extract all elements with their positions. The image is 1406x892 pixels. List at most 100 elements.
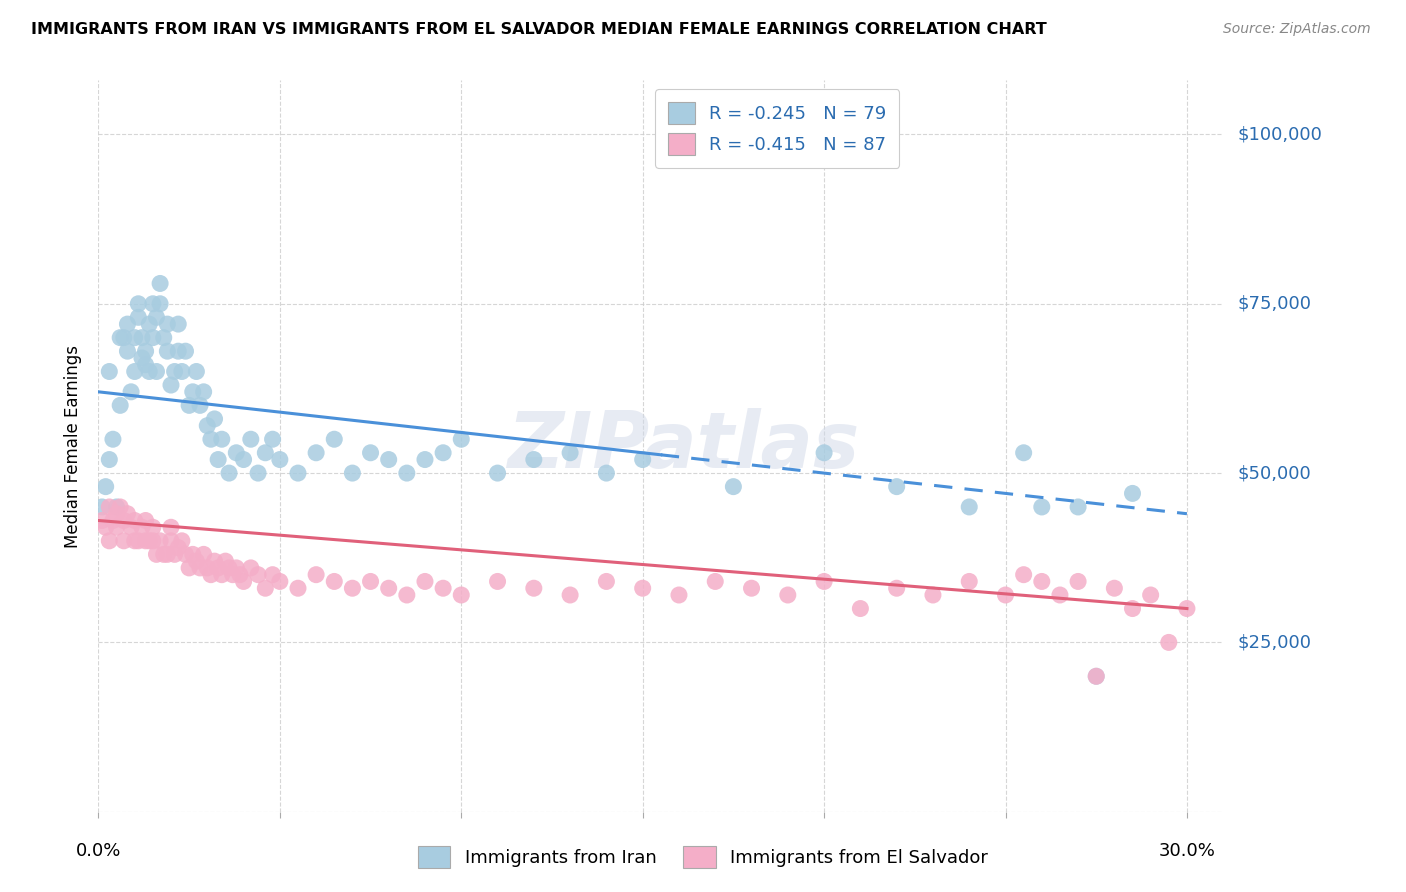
Point	[160, 378, 183, 392]
Point	[922, 588, 945, 602]
Point	[135, 514, 157, 528]
Point	[323, 432, 346, 446]
Text: IMMIGRANTS FROM IRAN VS IMMIGRANTS FROM EL SALVADOR MEDIAN FEMALE EARNINGS CORRE: IMMIGRANTS FROM IRAN VS IMMIGRANTS FROM …	[31, 22, 1046, 37]
Point	[108, 398, 131, 412]
Point	[247, 567, 270, 582]
Point	[120, 384, 142, 399]
Point	[1157, 635, 1180, 649]
Point	[225, 446, 247, 460]
Point	[1031, 574, 1053, 589]
Point	[247, 466, 270, 480]
Point	[138, 364, 160, 378]
Point	[269, 452, 291, 467]
Point	[98, 364, 121, 378]
Point	[1067, 574, 1090, 589]
Point	[142, 533, 165, 548]
Point	[342, 581, 364, 595]
Point	[127, 297, 149, 311]
Point	[342, 466, 364, 480]
Point	[94, 480, 117, 494]
Point	[1104, 581, 1126, 595]
Point	[195, 418, 218, 433]
Point	[239, 432, 262, 446]
Point	[1067, 500, 1090, 514]
Point	[101, 432, 124, 446]
Point	[167, 317, 190, 331]
Point	[131, 351, 153, 365]
Point	[813, 446, 835, 460]
Point	[156, 344, 179, 359]
Point	[170, 364, 193, 378]
Point	[145, 364, 167, 378]
Point	[957, 500, 980, 514]
Point	[105, 507, 128, 521]
Point	[181, 384, 204, 399]
Point	[112, 533, 135, 548]
Point	[232, 452, 254, 467]
Point	[1031, 500, 1053, 514]
Point	[94, 520, 117, 534]
Point	[486, 574, 509, 589]
Point	[188, 561, 211, 575]
Point	[170, 533, 193, 548]
Point	[112, 331, 135, 345]
Point	[631, 452, 654, 467]
Point	[138, 317, 160, 331]
Point	[193, 547, 215, 561]
Point	[523, 581, 546, 595]
Point	[204, 412, 226, 426]
Point	[117, 344, 139, 359]
Point	[124, 331, 146, 345]
Point	[776, 588, 799, 602]
Point	[413, 574, 436, 589]
Point	[174, 547, 197, 561]
Point	[174, 344, 197, 359]
Point	[98, 452, 121, 467]
Point	[131, 331, 153, 345]
Point	[287, 466, 309, 480]
Point	[1175, 601, 1198, 615]
Point	[167, 541, 190, 555]
Point	[124, 514, 146, 528]
Y-axis label: Median Female Earnings: Median Female Earnings	[65, 344, 83, 548]
Point	[1012, 446, 1035, 460]
Point	[188, 398, 211, 412]
Point	[994, 588, 1017, 602]
Point	[101, 514, 124, 528]
Point	[432, 581, 454, 595]
Point	[195, 561, 218, 575]
Point	[323, 574, 346, 589]
Point	[120, 520, 142, 534]
Point	[117, 317, 139, 331]
Point	[595, 466, 617, 480]
Point	[395, 466, 418, 480]
Point	[723, 480, 745, 494]
Point	[957, 574, 980, 589]
Point	[152, 547, 174, 561]
Point	[1121, 601, 1143, 615]
Point	[91, 514, 114, 528]
Point	[486, 466, 509, 480]
Point	[377, 581, 399, 595]
Text: 30.0%: 30.0%	[1159, 842, 1215, 860]
Legend: Immigrants from Iran, Immigrants from El Salvador: Immigrants from Iran, Immigrants from El…	[406, 835, 1000, 879]
Point	[395, 588, 418, 602]
Point	[450, 588, 472, 602]
Point	[163, 547, 186, 561]
Point	[131, 520, 153, 534]
Point	[211, 432, 233, 446]
Point	[377, 452, 399, 467]
Point	[135, 358, 157, 372]
Point	[450, 432, 472, 446]
Point	[1012, 567, 1035, 582]
Point	[849, 601, 872, 615]
Point	[1085, 669, 1108, 683]
Point	[160, 533, 183, 548]
Point	[149, 277, 172, 291]
Point	[269, 574, 291, 589]
Point	[229, 567, 252, 582]
Point	[156, 317, 179, 331]
Point	[1049, 588, 1071, 602]
Point	[142, 520, 165, 534]
Point	[262, 432, 284, 446]
